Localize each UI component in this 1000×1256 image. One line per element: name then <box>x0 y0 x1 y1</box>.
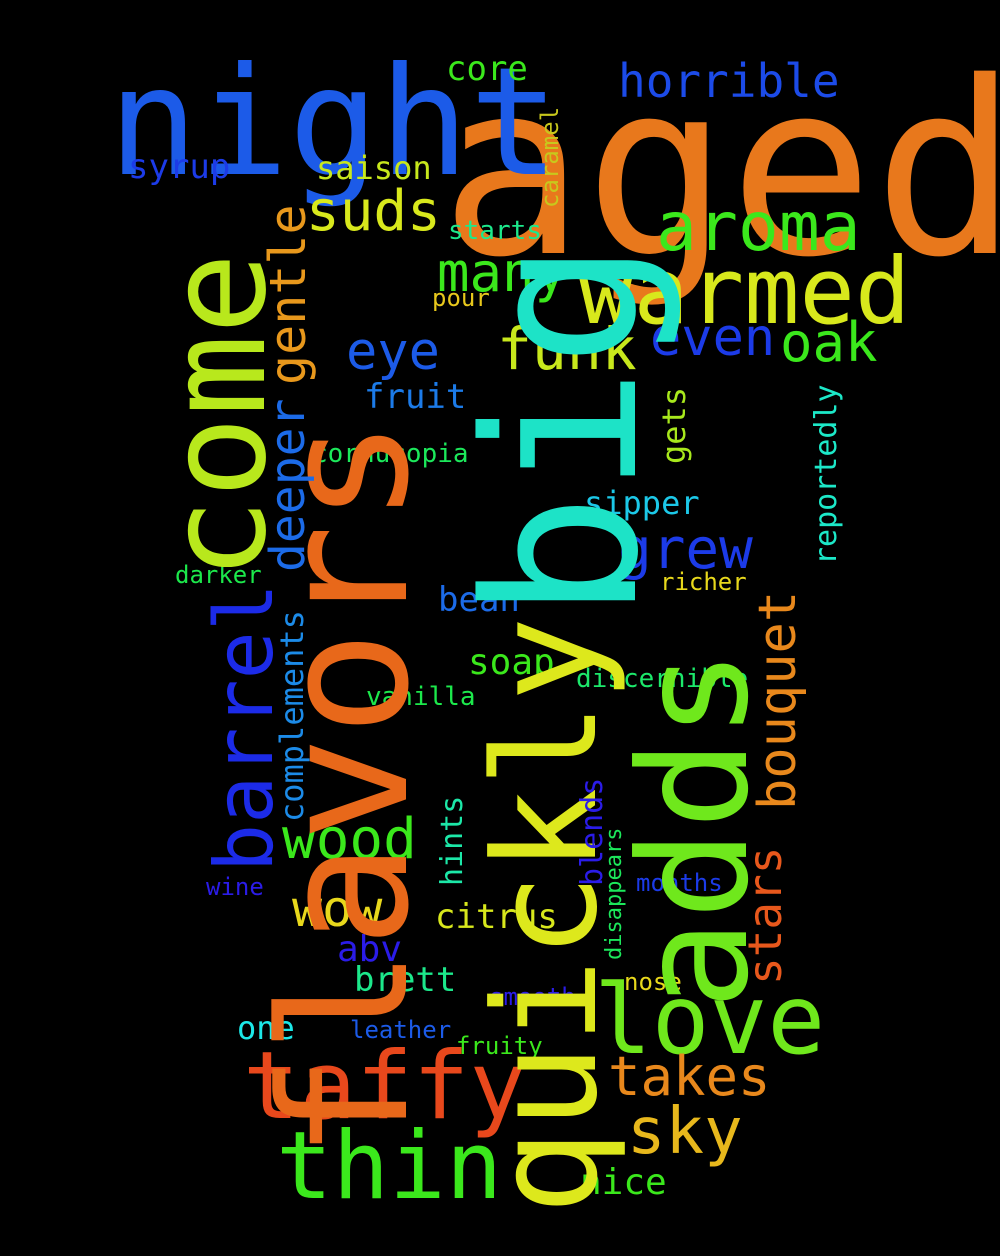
word-oak: oak <box>780 311 878 374</box>
word-gets: gets <box>655 386 693 464</box>
word-wine: wine <box>206 873 264 901</box>
word-leather: leather <box>350 1016 452 1044</box>
word-starts: starts <box>448 216 542 246</box>
word-horrible: horrible <box>618 54 840 108</box>
word-stars: stars <box>738 846 792 985</box>
word-fruity: fruity <box>456 1032 543 1060</box>
word-wow: wow <box>292 880 383 938</box>
word-cornucopia: cornucopia <box>312 439 469 469</box>
word-nice: nice <box>580 1162 667 1203</box>
word-brett: brett <box>354 960 457 1000</box>
word-quickly: quickly <box>464 616 629 1215</box>
word-vanilla: vanilla <box>366 682 476 712</box>
word-thin: thin <box>276 1112 503 1221</box>
word-reportedly: reportedly <box>809 384 844 565</box>
word-soap: soap <box>468 642 555 683</box>
word-pour: pour <box>432 284 490 312</box>
word-darker: darker <box>175 561 262 589</box>
word-sipper: sipper <box>584 484 700 522</box>
word-deeper: deeper <box>260 398 316 572</box>
word-citrus: citrus <box>435 897 558 937</box>
word-bouquet: bouquet <box>748 590 808 810</box>
word-syrup: syrup <box>128 147 231 187</box>
word-grew: grew <box>618 517 753 582</box>
word-sky: sky <box>627 1095 743 1169</box>
word-suds: suds <box>306 179 441 244</box>
word-disappears: disappears <box>602 827 627 960</box>
word-takes: takes <box>608 1045 771 1108</box>
word-many: many <box>437 241 568 304</box>
word-funk: funk <box>497 315 637 383</box>
word-hints: hints <box>435 795 470 886</box>
word-aroma: aroma <box>656 188 861 267</box>
word-eye: eye <box>346 322 440 382</box>
word-taffy: taffy <box>243 1032 526 1141</box>
word-abv: abv <box>337 929 403 970</box>
word-complements: complements <box>273 610 311 822</box>
word-fruit: fruit <box>364 377 467 417</box>
word-smooth: smooth <box>489 983 576 1011</box>
word-aged: aged <box>440 30 1000 310</box>
word-big: big <box>440 240 685 620</box>
word-saison: saison <box>316 149 432 187</box>
word-nose: nose <box>624 968 682 996</box>
word-months: months <box>636 869 723 897</box>
word-caramel: caramel <box>536 106 564 208</box>
word-love: love <box>594 964 826 1076</box>
word-night: night <box>108 36 560 210</box>
word-one: one <box>237 1009 295 1047</box>
word-core: core <box>446 49 528 89</box>
word-gentle: gentle <box>259 204 317 385</box>
word-even: even <box>650 308 776 368</box>
word-richer: richer <box>660 568 747 596</box>
word-wood: wood <box>282 807 417 872</box>
word-discernible: discernible <box>576 664 749 694</box>
word-warmed: warmed <box>578 238 911 345</box>
word-bean: bean <box>438 580 520 620</box>
